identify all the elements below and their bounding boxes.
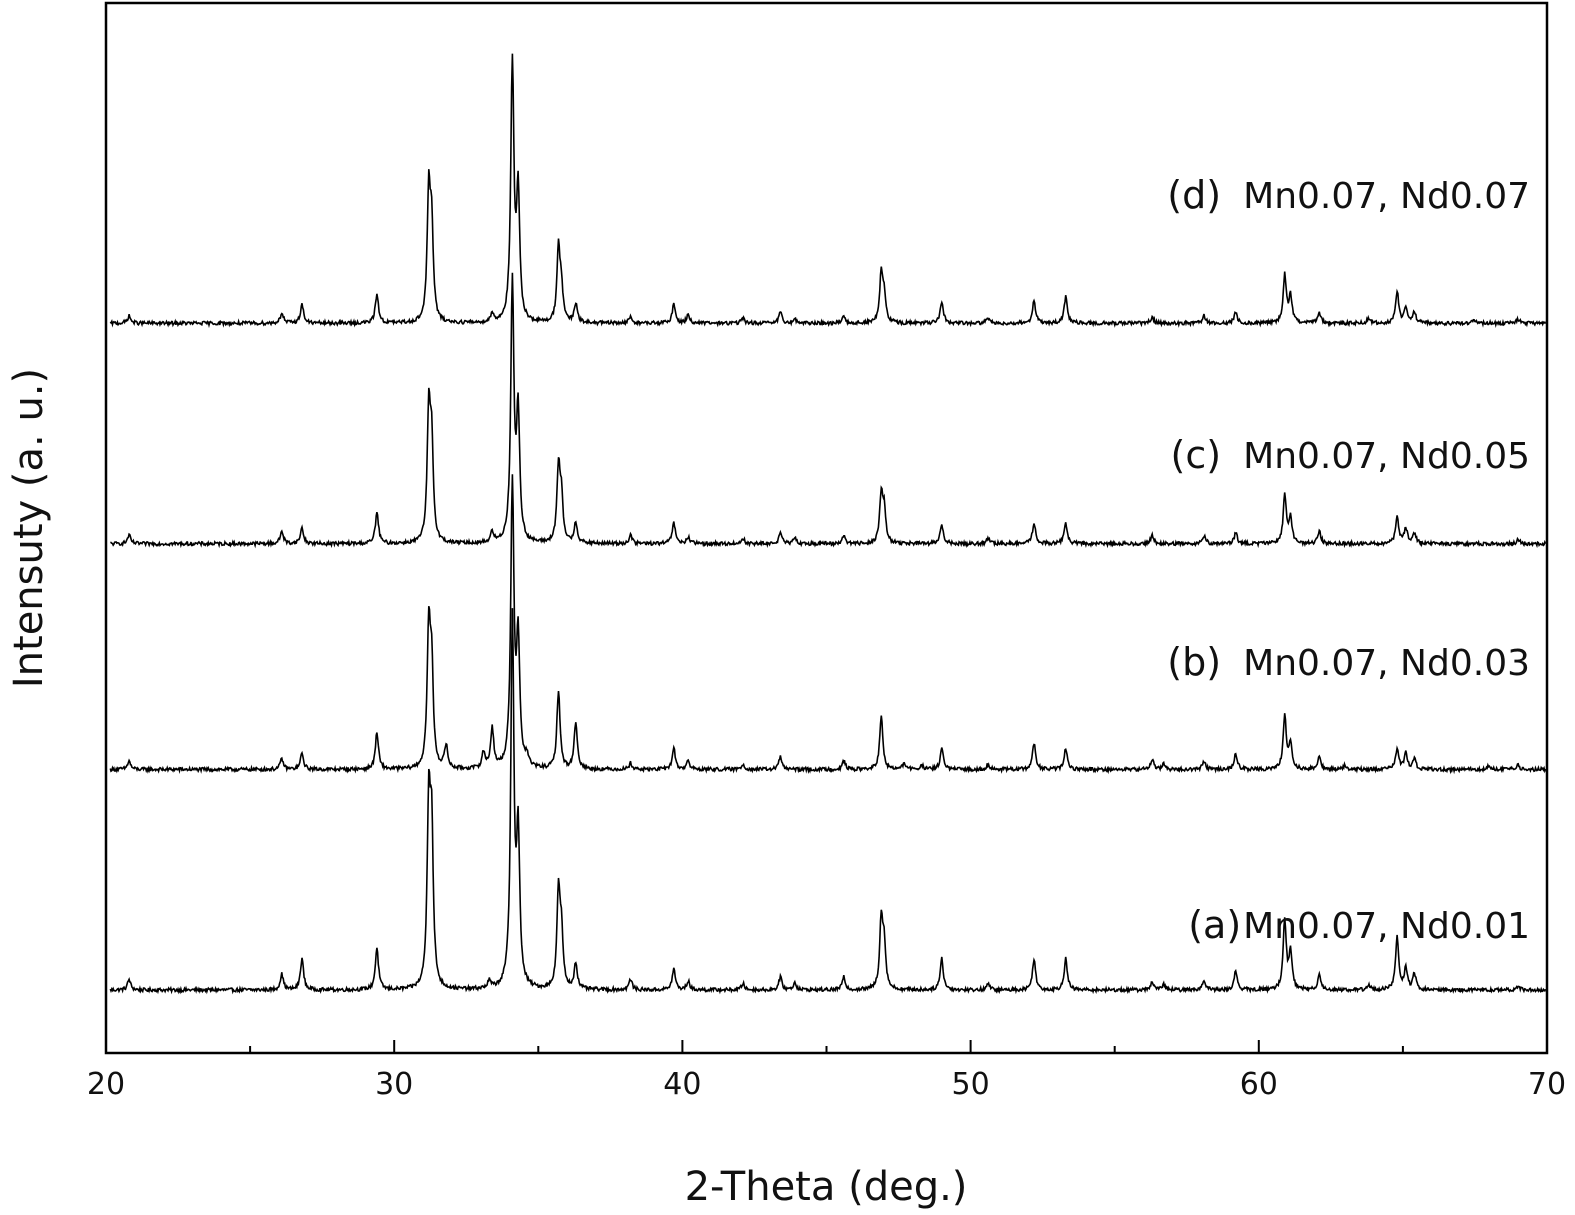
series-label-text: Mn0.07, Nd0.05 (1243, 436, 1530, 477)
series-label-prefix: (b) (1167, 640, 1233, 684)
x-tick-label: 30 (375, 1067, 413, 1102)
series-line (110, 272, 1547, 549)
x-axis-ticks: 20 30 40 50 60 70 (87, 1040, 1566, 1102)
series-label-text: Mn0.07, Nd0.03 (1243, 643, 1530, 684)
x-tick-label: 60 (1240, 1067, 1278, 1102)
x-tick-label: 20 (87, 1067, 125, 1102)
y-axis-label: Intensuty (a. u.) (6, 368, 52, 688)
series-line (109, 608, 1547, 995)
series-line (109, 53, 1547, 329)
x-tick-label: 40 (663, 1067, 701, 1102)
series-label: (c) Mn0.07, Nd0.05 (1171, 433, 1530, 477)
x-axis-label: 2-Theta (deg.) (685, 1164, 968, 1210)
series-label-text: Mn0.07, Nd0.07 (1243, 176, 1530, 217)
series-label-prefix: (d) (1167, 173, 1233, 217)
series-line (109, 474, 1547, 775)
series-label-prefix: (a) (1188, 903, 1241, 947)
series-label: (d) Mn0.07, Nd0.07 (1167, 173, 1530, 217)
series-label: (a)Mn0.07, Nd0.01 (1188, 903, 1530, 947)
series-label-prefix: (c) (1171, 433, 1234, 477)
series-label-text: Mn0.07, Nd0.01 (1243, 906, 1530, 947)
x-tick-label: 70 (1528, 1067, 1566, 1102)
series-labels: (a)Mn0.07, Nd0.01 (b) Mn0.07, Nd0.03 (c) M… (1167, 173, 1530, 947)
series-label: (b) Mn0.07, Nd0.03 (1167, 640, 1530, 684)
x-tick-label: 50 (952, 1067, 990, 1102)
plot-frame (104, 1, 1549, 1055)
series-layer (109, 53, 1547, 995)
